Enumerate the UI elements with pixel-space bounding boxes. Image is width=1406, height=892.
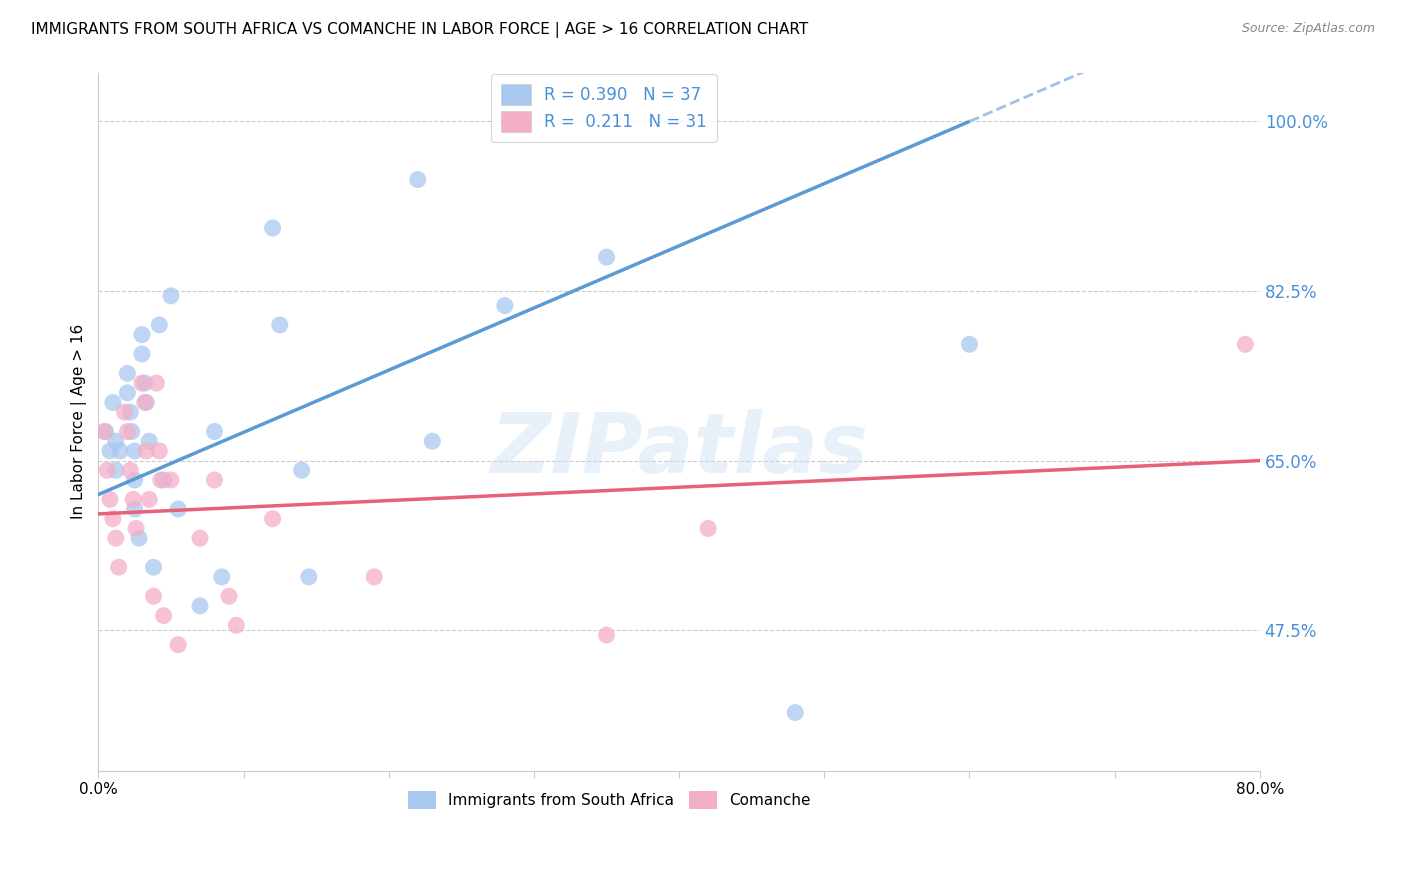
Point xyxy=(262,221,284,235)
Point xyxy=(204,473,226,487)
Legend: Immigrants from South Africa, Comanche: Immigrants from South Africa, Comanche xyxy=(402,784,817,815)
Point xyxy=(420,434,443,449)
Point xyxy=(135,443,157,458)
Point xyxy=(135,395,157,409)
Point xyxy=(131,347,153,361)
Point xyxy=(148,318,170,332)
Point xyxy=(138,434,160,449)
Point xyxy=(121,425,143,439)
Point xyxy=(128,531,150,545)
Point xyxy=(152,608,174,623)
Point xyxy=(167,638,190,652)
Point xyxy=(494,299,516,313)
Point xyxy=(114,405,136,419)
Point xyxy=(131,327,153,342)
Point xyxy=(120,405,142,419)
Point xyxy=(160,289,183,303)
Point xyxy=(101,512,124,526)
Point xyxy=(96,463,118,477)
Point xyxy=(218,589,240,603)
Point xyxy=(124,473,146,487)
Point xyxy=(131,376,153,390)
Point xyxy=(101,395,124,409)
Point xyxy=(152,473,174,487)
Point xyxy=(204,425,226,439)
Point xyxy=(142,589,165,603)
Point xyxy=(167,502,190,516)
Point xyxy=(363,570,385,584)
Point xyxy=(117,367,139,381)
Point xyxy=(188,599,211,613)
Point xyxy=(134,395,156,409)
Point xyxy=(107,560,129,574)
Point xyxy=(145,376,167,390)
Point xyxy=(93,425,115,439)
Point xyxy=(117,425,139,439)
Point xyxy=(406,172,429,186)
Point xyxy=(225,618,247,632)
Text: IMMIGRANTS FROM SOUTH AFRICA VS COMANCHE IN LABOR FORCE | AGE > 16 CORRELATION C: IMMIGRANTS FROM SOUTH AFRICA VS COMANCHE… xyxy=(31,22,808,38)
Point xyxy=(124,443,146,458)
Point xyxy=(211,570,233,584)
Point xyxy=(98,492,121,507)
Point xyxy=(959,337,981,351)
Point xyxy=(160,473,183,487)
Point xyxy=(125,521,148,535)
Point xyxy=(117,385,139,400)
Y-axis label: In Labor Force | Age > 16: In Labor Force | Age > 16 xyxy=(72,324,87,519)
Point xyxy=(697,521,720,535)
Point xyxy=(298,570,321,584)
Point xyxy=(124,502,146,516)
Point xyxy=(148,443,170,458)
Point xyxy=(142,560,165,574)
Point xyxy=(595,628,617,642)
Point xyxy=(120,463,142,477)
Point xyxy=(134,376,156,390)
Point xyxy=(188,531,211,545)
Point xyxy=(138,492,160,507)
Point xyxy=(785,706,807,720)
Text: Source: ZipAtlas.com: Source: ZipAtlas.com xyxy=(1241,22,1375,36)
Point xyxy=(108,443,131,458)
Point xyxy=(149,473,172,487)
Point xyxy=(595,250,617,264)
Point xyxy=(104,531,127,545)
Point xyxy=(104,434,127,449)
Point xyxy=(291,463,314,477)
Point xyxy=(94,425,117,439)
Point xyxy=(122,492,145,507)
Text: ZIPatlas: ZIPatlas xyxy=(491,409,868,491)
Point xyxy=(269,318,291,332)
Point xyxy=(262,512,284,526)
Point xyxy=(1234,337,1257,351)
Point xyxy=(98,443,121,458)
Point xyxy=(104,463,127,477)
